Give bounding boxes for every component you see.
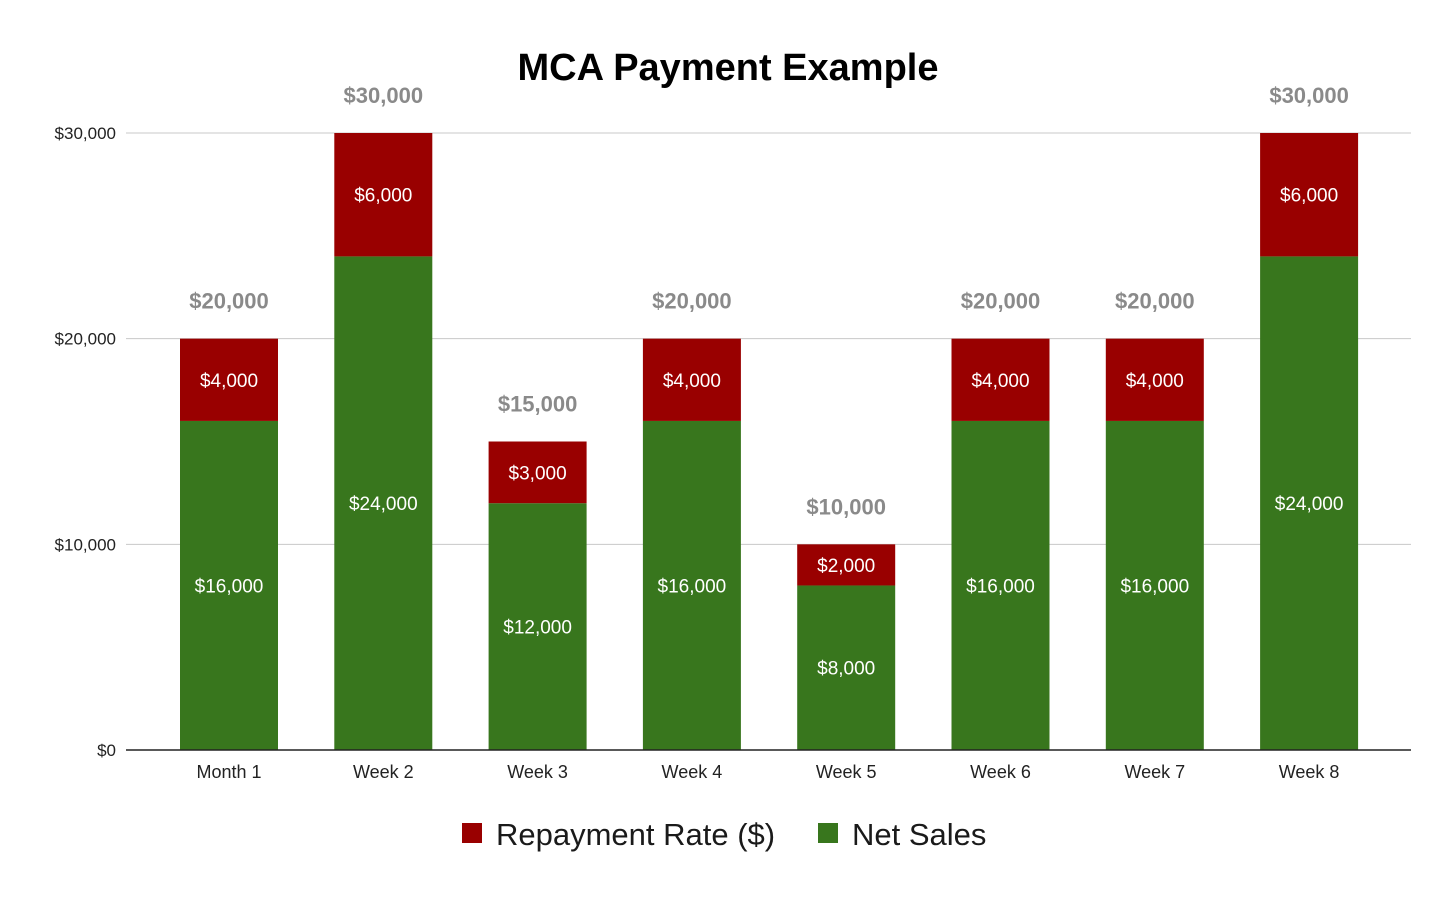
data-label: $4,000 <box>971 371 1029 392</box>
legend: Repayment Rate ($) Net Sales <box>462 817 986 852</box>
data-label: $6,000 <box>1280 186 1338 207</box>
bar-segment-repayment-rate <box>180 338 278 421</box>
total-label: $20,000 <box>1115 289 1195 314</box>
total-label: $30,000 <box>344 83 424 108</box>
bar-segment-net-sales <box>642 420 741 750</box>
bar-segment-net-sales <box>488 503 587 750</box>
legend-label: Repayment Rate ($) <box>496 817 775 852</box>
x-tick-label: Week 5 <box>816 762 877 782</box>
bar-segment-repayment-rate <box>642 338 741 421</box>
bar-segment-net-sales <box>951 420 1050 750</box>
y-axis-ticks: $0 $10,000 $20,000 $30,000 <box>55 124 116 760</box>
x-axis-ticks: Month 1 Week 2 Week 3 Week 4 Week 5 Week 6 Wee… <box>196 762 1339 782</box>
total-label: $20,000 <box>189 289 269 314</box>
data-label: $16,000 <box>966 576 1035 597</box>
data-label: $12,000 <box>503 618 572 639</box>
bar-segment-repayment-rate <box>797 544 896 586</box>
y-tick-label: $20,000 <box>55 330 116 349</box>
total-label: $30,000 <box>1269 83 1349 108</box>
bar-segment-repayment-rate <box>488 441 587 504</box>
bar-segment-net-sales <box>1105 420 1204 750</box>
bar-segment-repayment-rate <box>951 338 1050 421</box>
data-label: $4,000 <box>1126 371 1184 392</box>
y-tick-label: $10,000 <box>55 535 116 554</box>
data-label: $16,000 <box>1120 576 1189 597</box>
total-label: $10,000 <box>806 494 886 519</box>
data-label: $2,000 <box>817 556 875 577</box>
x-tick-label: Week 2 <box>353 762 414 782</box>
data-label: $16,000 <box>195 576 264 597</box>
x-tick-label: Week 8 <box>1279 762 1340 782</box>
bar-segment-repayment-rate <box>1260 133 1359 257</box>
data-label: $16,000 <box>658 576 727 597</box>
bar-segment-net-sales <box>1260 256 1359 750</box>
data-label: $3,000 <box>509 463 567 484</box>
y-tick-label: $30,000 <box>55 124 116 143</box>
x-tick-label: Week 6 <box>970 762 1031 782</box>
data-label: $6,000 <box>354 186 412 207</box>
data-label: $24,000 <box>1275 494 1344 515</box>
gridlines <box>126 132 1411 545</box>
total-label: $20,000 <box>961 289 1041 314</box>
total-label: $15,000 <box>498 392 578 417</box>
chart-title: MCA Payment Example <box>518 47 939 89</box>
bar-segment-repayment-rate <box>334 133 433 257</box>
total-label: $20,000 <box>652 289 732 314</box>
legend-swatch <box>462 823 482 843</box>
bar-segment-net-sales <box>334 256 433 750</box>
x-tick-label: Week 4 <box>662 762 723 782</box>
data-label: $4,000 <box>663 371 721 392</box>
data-label: $8,000 <box>817 659 875 680</box>
x-tick-label: Week 7 <box>1124 762 1185 782</box>
bar-segment-net-sales <box>180 420 278 750</box>
x-tick-label: Month 1 <box>196 762 261 782</box>
bar-segment-net-sales <box>797 585 896 750</box>
data-labels: $16,000 $4,000 $20,000 $24,000 $6,000 $30,000… <box>189 83 1349 680</box>
legend-label: Net Sales <box>852 817 986 852</box>
bars <box>180 133 1359 750</box>
y-tick-label: $0 <box>97 741 116 760</box>
legend-swatch <box>818 823 838 843</box>
x-tick-label: Week 3 <box>507 762 568 782</box>
data-label: $24,000 <box>349 494 418 515</box>
bar-segment-repayment-rate <box>1105 338 1204 421</box>
data-label: $4,000 <box>200 371 258 392</box>
